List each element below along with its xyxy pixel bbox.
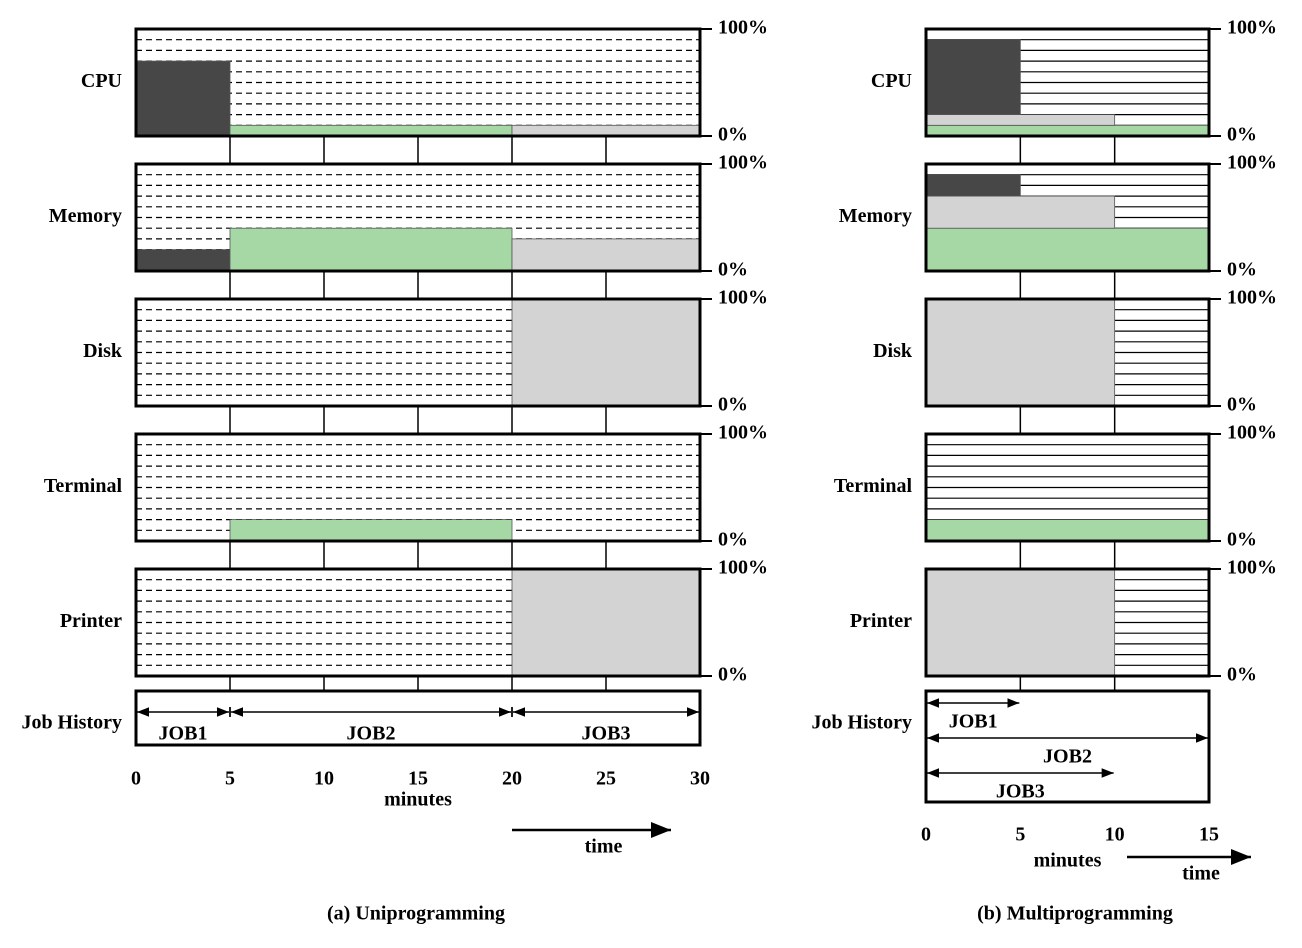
x-tick-label: 0 [921,824,931,846]
job-label: JOB1 [949,711,998,733]
y-tick-label: 0% [1227,529,1257,551]
usage-segment [925,124,1210,137]
x-tick-label: 20 [502,768,522,790]
y-tick-label: 100% [718,287,768,309]
y-tick-label: 100% [1227,557,1277,579]
resource-label: Memory [839,205,912,227]
usage-segment [925,298,1116,407]
time-label: time [585,836,623,858]
x-tick-label: 30 [690,768,710,790]
usage-segment [229,124,513,137]
x-tick-label: 5 [1015,824,1025,846]
y-tick-label: 100% [718,152,768,174]
resource-label: Terminal [834,475,913,497]
y-tick-label: 0% [718,124,748,146]
resource-label: Disk [83,340,123,362]
usage-segment [511,238,701,272]
job-label: JOB2 [347,723,396,745]
y-tick-label: 100% [1227,287,1277,309]
y-tick-label: 0% [1227,394,1257,416]
job-label: JOB3 [582,723,631,745]
x-tick-label: 10 [1105,824,1125,846]
y-tick-label: 100% [1227,422,1277,444]
y-tick-label: 100% [718,557,768,579]
usage-segment [511,298,701,407]
job-history-box [134,689,702,747]
usage-segment [229,519,513,542]
job-label: JOB2 [1043,746,1092,768]
y-tick-label: 0% [718,529,748,551]
time-label: time [1182,863,1220,885]
resource-box [924,162,1211,273]
resource-label: Printer [60,610,122,632]
y-tick-label: 100% [1227,17,1277,39]
job-history-label: Job History [21,712,122,734]
resource-box [924,297,1211,408]
usage-segment [511,124,701,137]
x-axis-label: minutes [384,789,452,811]
resource-box [924,27,1211,138]
y-tick-label: 100% [718,17,768,39]
panel-caption: (a) Uniprogramming [327,903,505,925]
y-tick-label: 0% [718,664,748,686]
x-axis-label: minutes [1034,850,1102,872]
usage-segment [135,60,231,137]
usage-segment [925,39,1021,116]
x-tick-label: 5 [225,768,235,790]
y-tick-label: 100% [1227,152,1277,174]
usage-segment [925,114,1116,126]
usage-segment [135,249,231,272]
usage-segment [925,195,1116,229]
y-tick-label: 0% [1227,664,1257,686]
y-tick-label: 0% [718,259,748,281]
x-tick-label: 15 [1199,824,1219,846]
y-tick-label: 0% [1227,124,1257,146]
x-tick-label: 10 [314,768,334,790]
job-history-label: Job History [811,712,912,734]
usage-segment [925,519,1210,542]
job-history-box [924,689,1211,804]
resource-label: Terminal [44,475,123,497]
x-tick-label: 25 [596,768,616,790]
resource-label: CPU [81,70,122,92]
usage-segment [511,568,701,677]
usage-segment [925,174,1021,197]
resource-box [924,567,1211,678]
x-tick-label: 15 [408,768,428,790]
x-tick-label: 0 [131,768,141,790]
resource-label: Memory [49,205,122,227]
resource-box [924,432,1211,543]
panel-caption: (b) Multiprogramming [977,903,1173,925]
usage-segment [925,227,1210,272]
y-tick-label: 0% [1227,259,1257,281]
job-label: JOB3 [996,781,1045,803]
usage-segment [925,568,1116,677]
resource-label: Disk [873,340,913,362]
job-label: JOB1 [159,723,208,745]
y-tick-label: 100% [718,422,768,444]
y-tick-label: 0% [718,394,748,416]
resource-label: Printer [850,610,912,632]
usage-segment [229,227,513,272]
resource-label: CPU [871,70,912,92]
